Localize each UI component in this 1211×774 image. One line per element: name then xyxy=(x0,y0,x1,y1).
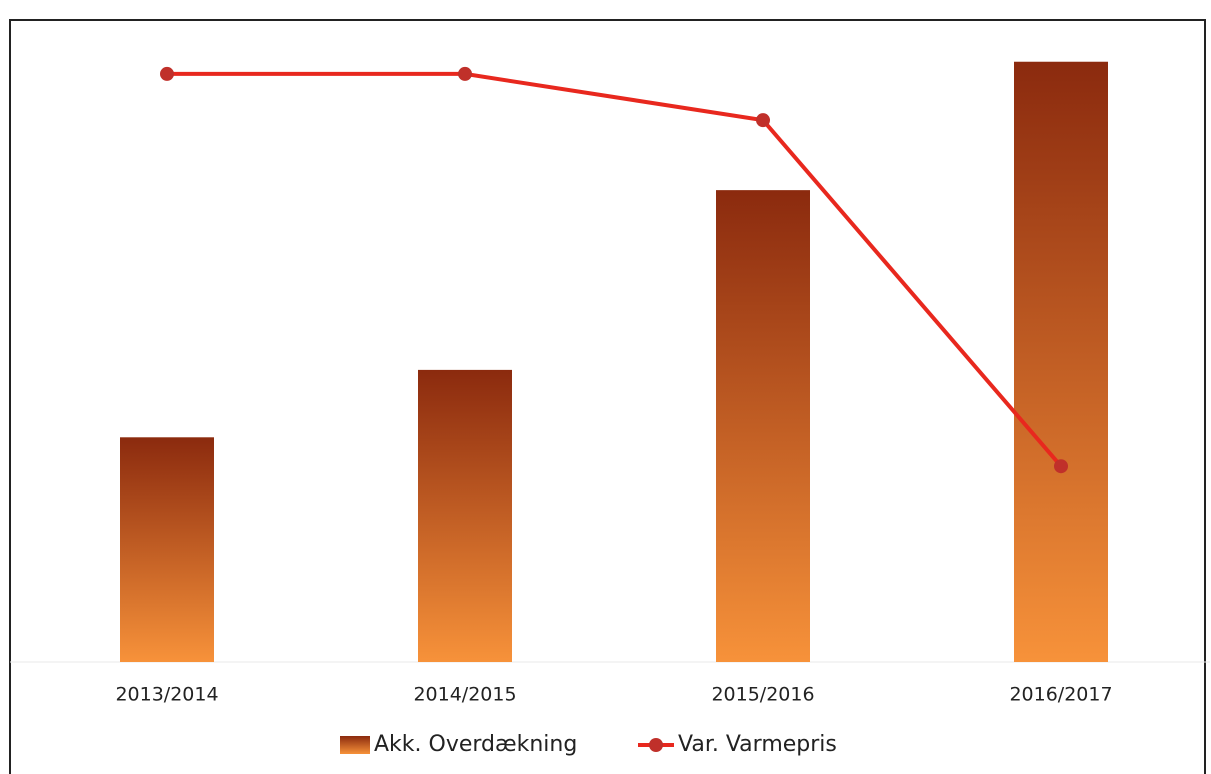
legend-label: Var. Varmepris xyxy=(678,732,837,757)
bar xyxy=(1014,61,1108,663)
bar xyxy=(716,190,810,662)
x-tick-label: 2013/2014 xyxy=(115,684,218,706)
x-tick-label: 2015/2016 xyxy=(711,684,814,706)
line-marker xyxy=(458,66,472,81)
frame xyxy=(9,19,1206,774)
legend-swatch xyxy=(340,736,370,754)
line-marker xyxy=(756,113,770,128)
x-tick-label: 2016/2017 xyxy=(1009,684,1112,706)
legend-marker xyxy=(649,738,663,752)
bar xyxy=(120,437,214,662)
line-marker xyxy=(160,66,174,81)
line xyxy=(167,71,1063,468)
legend-label: Akk. Overdækning xyxy=(374,732,577,757)
line-marker xyxy=(1054,459,1068,474)
bar xyxy=(418,369,512,662)
x-tick-label: 2014/2015 xyxy=(413,684,516,706)
